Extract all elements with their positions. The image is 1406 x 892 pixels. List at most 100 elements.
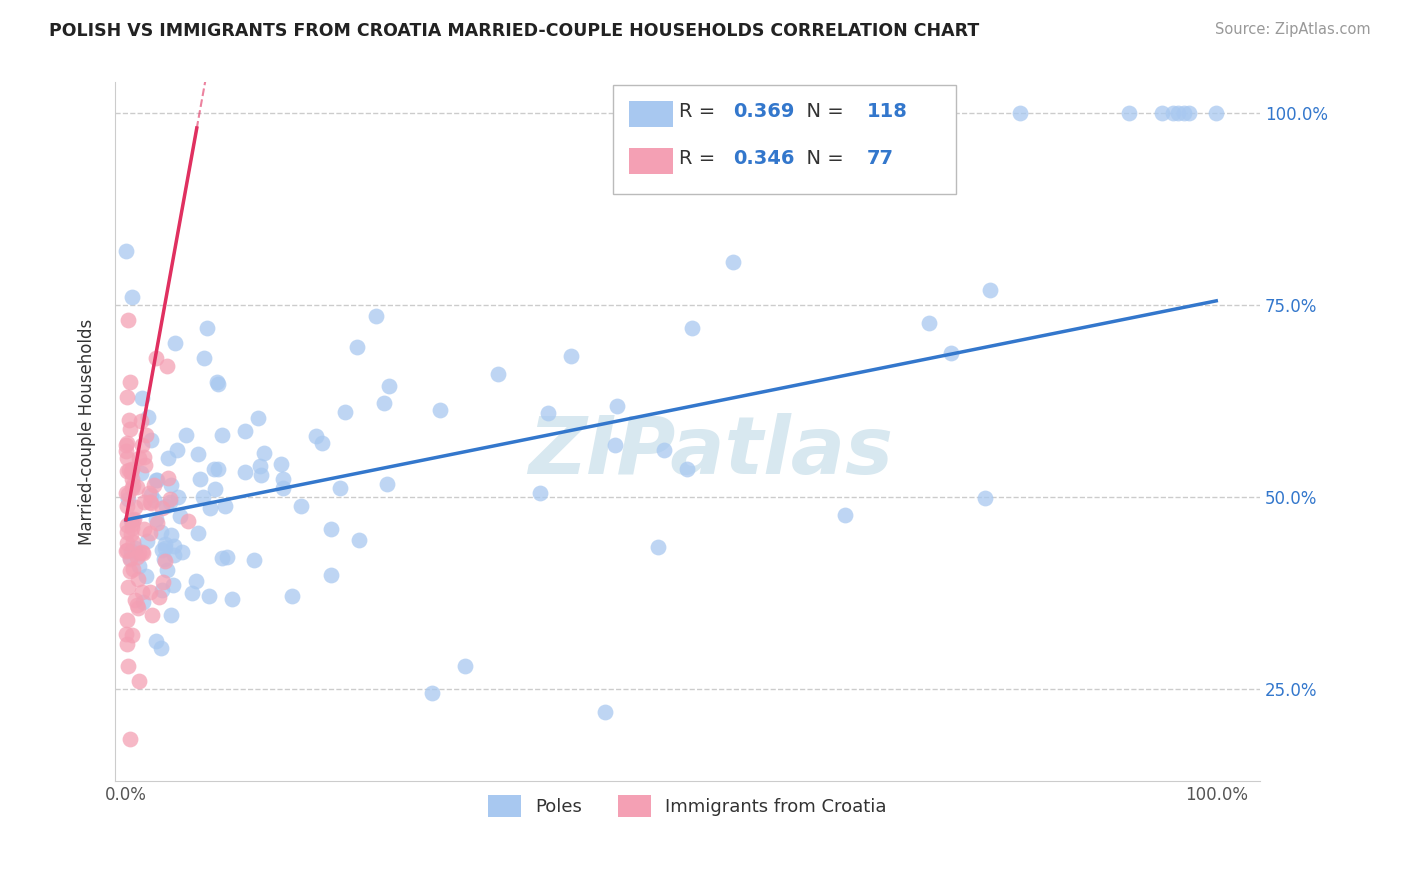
Poles <box>243 553 266 567</box>
Poles <box>454 658 477 673</box>
Immigrants from Croatia <box>138 486 160 500</box>
Poles <box>139 433 162 447</box>
Text: N =: N = <box>794 103 849 121</box>
Poles <box>184 574 207 588</box>
Immigrants from Croatia <box>121 516 143 531</box>
Poles <box>221 592 243 607</box>
Immigrants from Croatia <box>115 443 138 458</box>
Poles <box>169 508 191 523</box>
Poles <box>249 458 271 473</box>
Immigrants from Croatia <box>150 500 173 515</box>
Poles <box>187 526 209 541</box>
Poles <box>120 513 142 527</box>
Immigrants from Croatia <box>128 674 150 689</box>
Poles <box>170 545 193 559</box>
Poles <box>207 376 229 391</box>
Poles <box>149 524 172 539</box>
Poles <box>145 512 167 526</box>
Poles <box>537 406 560 420</box>
Poles <box>1118 105 1140 120</box>
Immigrants from Croatia <box>120 564 142 578</box>
Poles <box>160 528 183 542</box>
Poles <box>652 443 675 458</box>
Poles <box>420 686 443 700</box>
Immigrants from Croatia <box>129 414 152 428</box>
Poles <box>603 437 626 451</box>
Poles <box>150 583 173 598</box>
Poles <box>188 472 211 486</box>
Immigrants from Croatia <box>125 598 148 612</box>
Immigrants from Croatia <box>115 535 138 549</box>
FancyBboxPatch shape <box>628 147 672 174</box>
Poles <box>918 316 941 330</box>
Immigrants from Croatia <box>117 436 139 450</box>
FancyBboxPatch shape <box>613 86 956 194</box>
Immigrants from Croatia <box>121 514 143 528</box>
Immigrants from Croatia <box>117 313 139 327</box>
Poles <box>115 244 138 258</box>
Poles <box>347 533 370 547</box>
Poles <box>162 578 184 592</box>
Poles <box>128 559 150 574</box>
Poles <box>1205 105 1227 120</box>
Immigrants from Croatia <box>139 585 162 599</box>
Immigrants from Croatia <box>115 438 138 452</box>
Poles <box>486 367 509 381</box>
Text: 0.369: 0.369 <box>734 103 794 121</box>
Poles <box>191 490 214 504</box>
Text: 77: 77 <box>868 149 894 169</box>
Poles <box>163 549 186 563</box>
Text: 118: 118 <box>868 103 908 121</box>
Poles <box>1161 105 1184 120</box>
Poles <box>215 549 238 564</box>
Poles <box>124 541 146 555</box>
Poles <box>167 490 190 504</box>
Poles <box>647 540 669 554</box>
Poles <box>135 568 157 582</box>
Poles <box>160 607 183 622</box>
Poles <box>375 476 398 491</box>
Poles <box>205 375 228 389</box>
Poles <box>145 633 167 648</box>
Poles <box>145 473 167 487</box>
Text: R =: R = <box>679 149 721 169</box>
Immigrants from Croatia <box>117 390 139 404</box>
Poles <box>1008 105 1031 120</box>
Text: N =: N = <box>794 149 849 169</box>
Immigrants from Croatia <box>117 487 139 501</box>
Poles <box>157 450 180 465</box>
Poles <box>156 563 179 577</box>
Poles <box>721 254 744 268</box>
Poles <box>160 478 183 492</box>
Immigrants from Croatia <box>127 601 149 615</box>
Poles <box>304 428 326 442</box>
Poles <box>281 589 304 603</box>
Poles <box>120 544 142 558</box>
Immigrants from Croatia <box>127 572 149 586</box>
Immigrants from Croatia <box>121 628 143 642</box>
Poles <box>939 345 962 359</box>
Poles <box>1178 105 1201 120</box>
Poles <box>253 446 276 460</box>
FancyBboxPatch shape <box>628 101 672 128</box>
Text: R =: R = <box>679 103 721 121</box>
Poles <box>120 551 142 566</box>
Poles <box>973 491 995 506</box>
Poles <box>529 486 551 500</box>
Poles <box>121 290 143 304</box>
Poles <box>163 336 186 351</box>
Poles <box>271 482 294 496</box>
Poles <box>378 379 401 393</box>
Poles <box>193 351 215 366</box>
Legend: Poles, Immigrants from Croatia: Poles, Immigrants from Croatia <box>481 788 894 824</box>
Poles <box>155 541 177 556</box>
Poles <box>834 508 856 522</box>
Poles <box>1150 105 1173 120</box>
Immigrants from Croatia <box>120 375 142 389</box>
Immigrants from Croatia <box>120 465 142 479</box>
Poles <box>329 481 352 495</box>
Poles <box>155 537 177 551</box>
Immigrants from Croatia <box>152 575 174 590</box>
Poles <box>211 551 233 566</box>
Immigrants from Croatia <box>115 517 138 532</box>
